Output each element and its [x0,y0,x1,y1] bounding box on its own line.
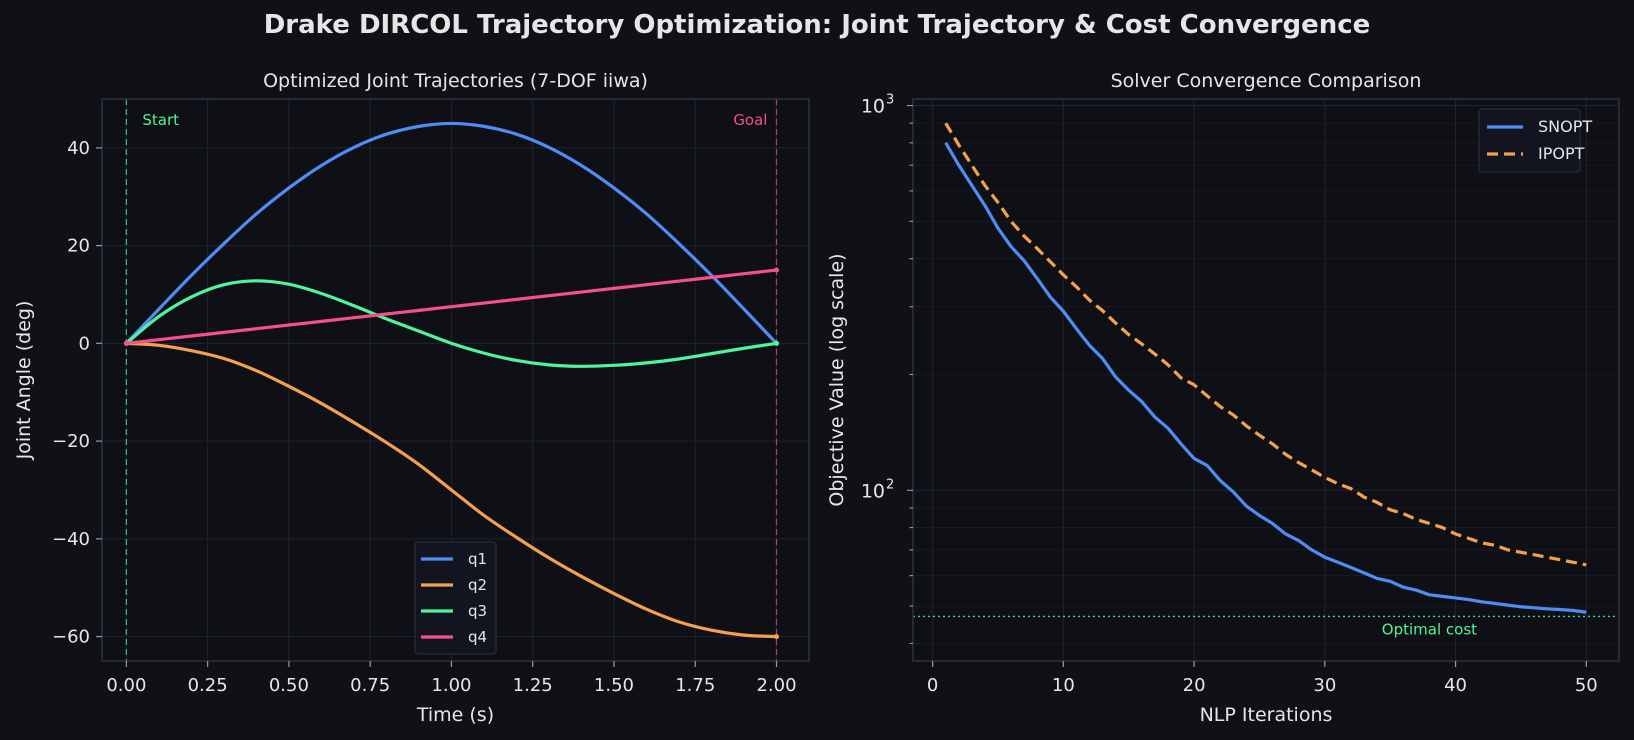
legend-box [1478,108,1581,173]
y-tick-label: −40 [52,529,90,550]
x-tick-label: 1.00 [431,675,471,696]
trajectory-grid [102,99,809,661]
y-tick-label: 0 [79,333,90,354]
x-tick-label: 0.25 [188,675,228,696]
convergence-grid [913,99,1619,661]
series-line-SNOPT [944,142,1587,614]
start-annotation: Start [142,111,179,129]
legend-box [414,541,497,655]
convergence-series [944,122,1587,614]
y-tick-label: 10 [861,480,885,502]
x-tick-label: 0.75 [350,675,390,696]
x-tick-label: 0.00 [106,675,146,696]
x-tick-label: 40 [1444,675,1467,696]
convergence-x-label: NLP Iterations [1200,704,1333,726]
y-tick-exponent: 3 [886,93,894,108]
series-line-IPOPT [944,122,1587,567]
x-tick-label: 0 [927,675,938,696]
series-line-q3 [125,279,777,368]
y-tick-label: 10 [861,96,885,118]
trajectory-title: Optimized Joint Trajectories (7-DOF iiwa… [263,70,648,92]
y-tick-label: 40 [67,138,90,159]
series-end-point-q4 [773,267,779,273]
legend-label-SNOPT: SNOPT [1538,117,1592,136]
trajectory-legend[interactable]: q1 q2 q3 q4 [414,541,497,655]
convergence-title: Solver Convergence Comparison [1111,70,1422,92]
convergence-axes-frame [912,98,1620,662]
trajectory-panel: 0.00 0.25 0.50 0.75 1.00 1.25 1.50 1.75 2.00 −60 −… [13,70,810,726]
series-line-q1 [125,121,778,345]
trajectory-y-label: Joint Angle (deg) [13,301,35,461]
x-tick-label: 1.75 [675,675,715,696]
x-tick-label: 50 [1575,675,1598,696]
x-tick-label: 20 [1183,675,1206,696]
trajectory-axes-frame [101,98,810,662]
legend-label-q3: q3 [468,602,487,620]
y-tick-exponent: 2 [886,477,894,492]
x-tick-label: 1.50 [594,675,634,696]
legend-label-q2: q2 [468,576,487,594]
series-start-point-q4 [123,340,129,346]
convergence-legend[interactable]: SNOPT IPOPT [1478,108,1592,173]
y-tick-label: −20 [52,431,90,452]
goal-annotation: Goal [733,111,767,129]
x-tick-label: 0.50 [269,675,309,696]
x-tick-label: 1.25 [513,675,553,696]
x-tick-label: 10 [1052,675,1075,696]
legend-label-IPOPT: IPOPT [1538,144,1585,163]
convergence-y-label: Objective Value (log scale) [826,253,848,506]
y-tick-label: 20 [67,236,90,257]
legend-label-q4: q4 [468,628,487,646]
series-end-point-q2 [773,634,779,640]
figure-title: Drake DIRCOL Trajectory Optimization: Jo… [263,10,1371,40]
trajectory-x-label: Time (s) [416,704,494,726]
trajectory-ticks: 0.00 0.25 0.50 0.75 1.00 1.25 1.50 1.75 2.00 −60 −… [52,138,797,696]
start-goal-markers [125,99,778,661]
series-end-point-q3 [773,340,779,346]
optimal-cost-label: Optimal cost [1382,620,1477,638]
convergence-axes-background [913,99,1619,661]
x-tick-label: 2.00 [756,675,796,696]
legend-label-q1: q1 [468,550,487,568]
x-tick-label: 30 [1313,675,1336,696]
y-tick-label: −60 [52,627,90,648]
series-line-q4 [126,268,777,345]
trajectory-series [123,121,779,640]
series-line-q2 [126,341,777,639]
